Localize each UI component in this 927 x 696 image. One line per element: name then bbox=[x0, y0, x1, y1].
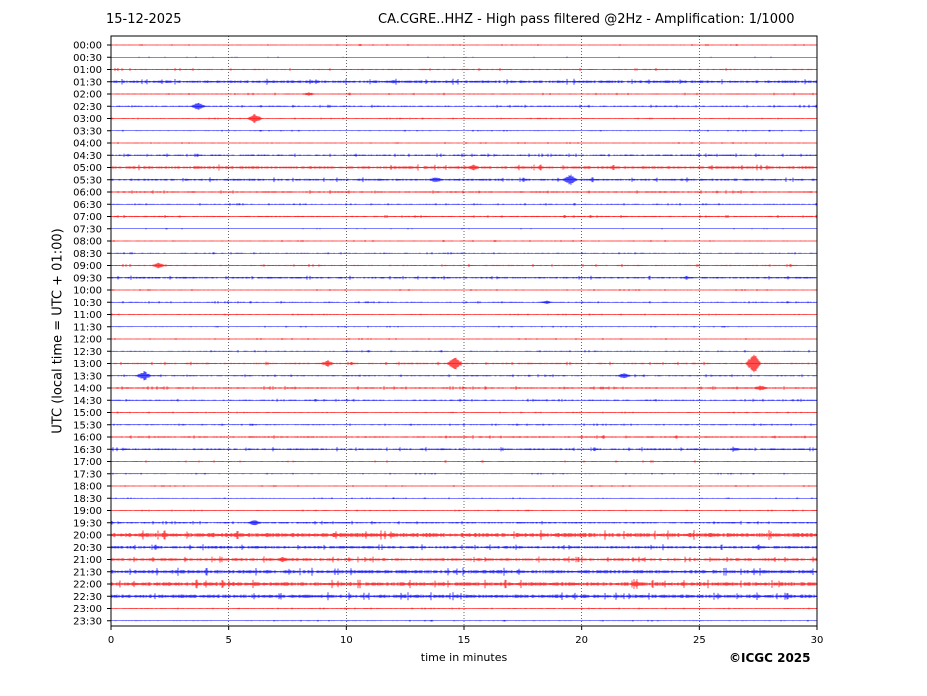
y-tick-label-2200: 22:00 bbox=[73, 580, 102, 591]
copyright-label: ©ICGC 2025 bbox=[729, 651, 811, 665]
y-tick-label-0730: 07:30 bbox=[73, 224, 102, 235]
y-tick-label-1830: 18:30 bbox=[73, 494, 102, 505]
y-tick-label-0530: 05:30 bbox=[73, 175, 102, 186]
y-tick-label-0100: 01:00 bbox=[73, 65, 102, 76]
x-tick-label-30: 30 bbox=[811, 635, 824, 646]
y-tick-label-0400: 04:00 bbox=[73, 139, 102, 150]
y-tick-label-0000: 00:00 bbox=[73, 41, 102, 52]
y-tick-label-1700: 17:00 bbox=[73, 457, 102, 468]
y-tick-label-0430: 04:30 bbox=[73, 151, 102, 162]
x-axis-label: time in minutes bbox=[420, 651, 508, 664]
y-tick-label-1600: 16:00 bbox=[73, 433, 102, 444]
y-tick-label-2000: 20:00 bbox=[73, 531, 102, 542]
y-tick-label-1300: 13:00 bbox=[73, 359, 102, 370]
x-tick-label-20: 20 bbox=[575, 635, 588, 646]
y-tick-label-0030: 00:30 bbox=[73, 53, 102, 64]
y-tick-label-1900: 19:00 bbox=[73, 506, 102, 517]
y-tick-label-0230: 02:30 bbox=[73, 102, 102, 113]
y-tick-label-1800: 18:00 bbox=[73, 482, 102, 493]
x-tick-label-10: 10 bbox=[340, 635, 353, 646]
y-tick-label-2300: 23:00 bbox=[73, 604, 102, 615]
y-tick-label-0830: 08:30 bbox=[73, 249, 102, 260]
x-tick-label-15: 15 bbox=[458, 635, 471, 646]
y-tick-label-1200: 12:00 bbox=[73, 335, 102, 346]
y-tick-label-0630: 06:30 bbox=[73, 200, 102, 211]
chart-title: CA.CGRE..HHZ - High pass filtered @2Hz -… bbox=[378, 12, 795, 27]
x-tick-label-5: 5 bbox=[225, 635, 231, 646]
y-tick-label-2230: 22:30 bbox=[73, 592, 102, 603]
grid-lines bbox=[228, 36, 700, 626]
y-tick-label-1100: 11:00 bbox=[73, 310, 102, 321]
y-tick-label-0330: 03:30 bbox=[73, 126, 102, 137]
y-tick-label-1330: 13:30 bbox=[73, 371, 102, 382]
y-tick-label-1400: 14:00 bbox=[73, 384, 102, 395]
date-label: 15-12-2025 bbox=[106, 12, 182, 27]
x-tick-label-25: 25 bbox=[693, 635, 706, 646]
y-tick-label-1500: 15:00 bbox=[73, 408, 102, 419]
y-tick-label-2100: 21:00 bbox=[73, 555, 102, 566]
y-tick-label-0130: 01:30 bbox=[73, 77, 102, 88]
y-tick-label-1530: 15:30 bbox=[73, 420, 102, 431]
y-tick-label-0200: 02:00 bbox=[73, 90, 102, 101]
y-tick-label-1030: 10:30 bbox=[73, 298, 102, 309]
y-tick-label-0500: 05:00 bbox=[73, 163, 102, 174]
y-tick-label-1000: 10:00 bbox=[73, 286, 102, 297]
x-axis-ticks: 0 5 10 15 20 25 30 bbox=[108, 626, 824, 646]
y-tick-label-1230: 12:30 bbox=[73, 347, 102, 358]
y-tick-label-0600: 06:00 bbox=[73, 188, 102, 199]
y-tick-label-1730: 17:30 bbox=[73, 469, 102, 480]
y-tick-label-0800: 08:00 bbox=[73, 237, 102, 248]
y-tick-label-2330: 23:30 bbox=[73, 616, 102, 627]
y-tick-label-1630: 16:30 bbox=[73, 445, 102, 456]
y-tick-label-1130: 11:30 bbox=[73, 322, 102, 333]
y-tick-label-0930: 09:30 bbox=[73, 273, 102, 284]
y-tick-label-1930: 19:30 bbox=[73, 518, 102, 529]
y-tick-label-0300: 03:00 bbox=[73, 114, 102, 125]
seismic-traces bbox=[110, 44, 818, 622]
y-tick-label-1430: 14:30 bbox=[73, 396, 102, 407]
y-tick-label-0900: 09:00 bbox=[73, 261, 102, 272]
y-tick-label-0700: 07:00 bbox=[73, 212, 102, 223]
y-tick-label-2030: 20:30 bbox=[73, 543, 102, 554]
x-tick-label-0: 0 bbox=[108, 635, 114, 646]
y-tick-label-2130: 21:30 bbox=[73, 567, 102, 578]
